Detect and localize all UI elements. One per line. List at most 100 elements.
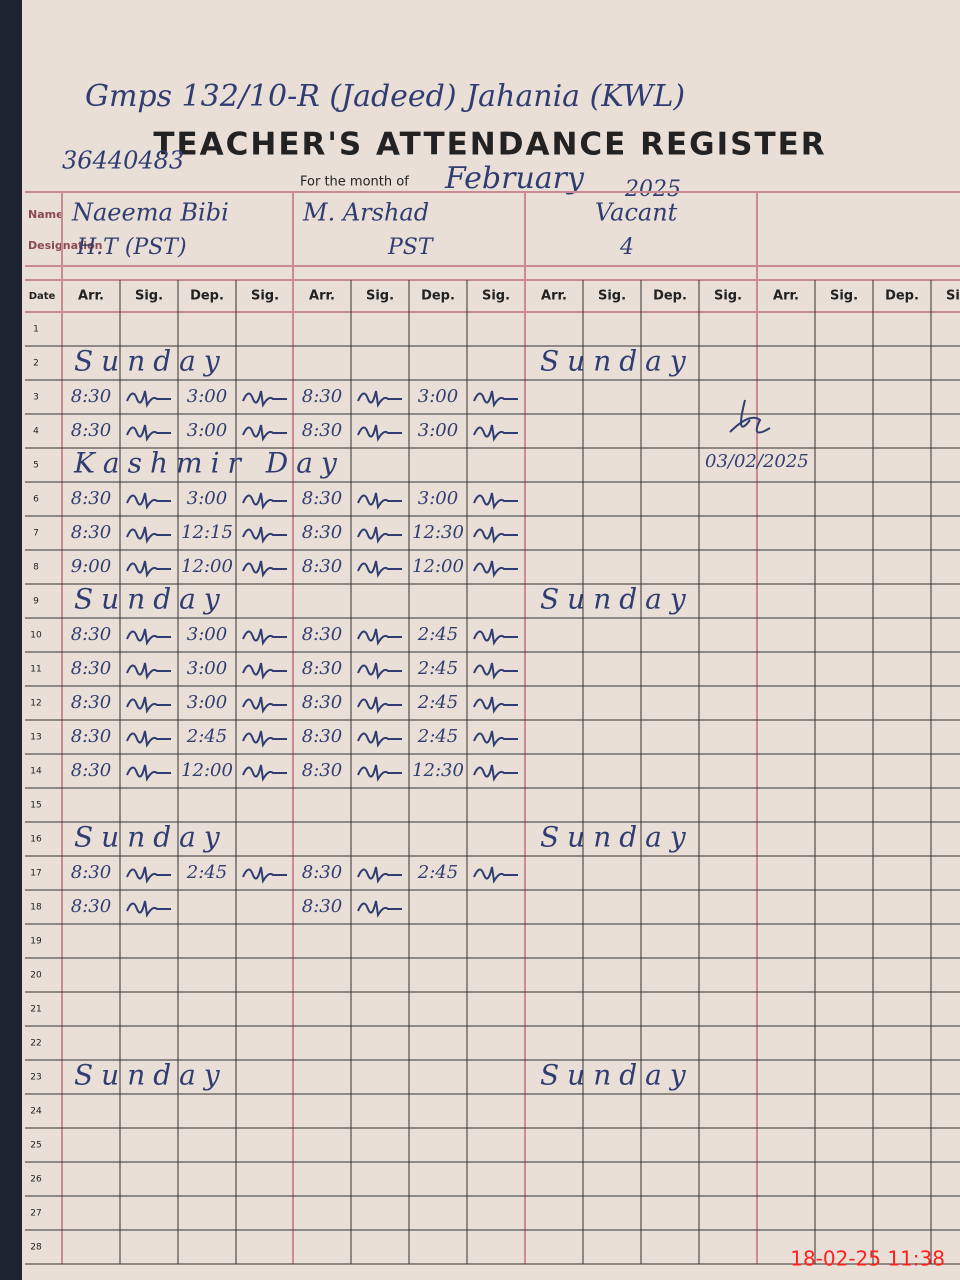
signature	[242, 526, 287, 544]
day-note: Sunday	[74, 1059, 228, 1092]
departure: 2:45	[417, 862, 458, 883]
teacher-designation: H.T (PST)	[76, 235, 187, 260]
date: 28	[30, 1243, 42, 1253]
signature	[473, 696, 518, 714]
signature	[126, 662, 171, 680]
departure: 2:45	[186, 726, 227, 747]
departure: 2:45	[417, 726, 458, 747]
date: 20	[30, 971, 42, 981]
col-header: Dep.	[653, 289, 687, 304]
signature	[473, 866, 518, 884]
date: 17	[30, 869, 41, 879]
departure: 3:00	[418, 420, 458, 441]
signature	[126, 900, 171, 918]
col-header: Dep.	[421, 289, 455, 304]
signature	[473, 560, 518, 578]
teacher-name: Vacant	[595, 199, 678, 227]
arrival: 8:30	[302, 760, 342, 781]
teacher-designation: PST	[387, 235, 435, 260]
signature	[242, 730, 287, 748]
day-note: Kashmir Day	[73, 447, 345, 480]
arrival: 8:30	[71, 896, 111, 917]
date: 18	[30, 903, 42, 913]
date: 7	[33, 529, 39, 539]
signature	[357, 900, 402, 918]
arrival: 8:30	[71, 522, 111, 543]
departure: 3:00	[187, 488, 227, 509]
signature	[357, 492, 402, 510]
signature	[473, 526, 518, 544]
arrival: 8:30	[302, 896, 342, 917]
signature	[126, 696, 171, 714]
signature	[242, 696, 287, 714]
day-note: Sunday	[540, 345, 694, 378]
school-name: Gmps 132/10-R (Jadeed) Jahania (KWL)	[85, 79, 685, 114]
signature	[357, 628, 402, 646]
departure: 3:00	[187, 386, 227, 407]
arrival: 8:30	[302, 522, 342, 543]
teacher-name: M. Arshad	[302, 199, 429, 227]
signature	[357, 526, 402, 544]
arrival: 8:30	[302, 488, 342, 509]
date: 24	[30, 1107, 42, 1117]
signature	[126, 730, 171, 748]
stamp-date: 03/02/2025	[705, 451, 809, 472]
date: 26	[30, 1175, 42, 1185]
arrival: 8:30	[71, 760, 111, 781]
col-header: Sig.	[830, 289, 858, 304]
departure: 2:45	[417, 624, 458, 645]
signature	[357, 696, 402, 714]
col-header: Arr.	[773, 289, 799, 304]
arrival: 8:30	[71, 488, 111, 509]
signature	[473, 730, 518, 748]
signature	[473, 390, 518, 408]
departure: 12:30	[412, 760, 464, 781]
departure: 3:00	[418, 488, 458, 509]
departure: 2:45	[417, 692, 458, 713]
col-header: Arr.	[78, 289, 104, 304]
signature	[242, 390, 287, 408]
signature	[126, 390, 171, 408]
arrival: 8:30	[71, 692, 111, 713]
month-label: For the month of	[300, 175, 409, 190]
day-note: Sunday	[540, 1059, 694, 1092]
col-header: Sig.	[251, 289, 279, 304]
date: 19	[30, 937, 42, 947]
arrival: 8:30	[71, 386, 111, 407]
departure: 3:00	[418, 386, 458, 407]
stamp-signature	[729, 399, 771, 434]
signature	[126, 866, 171, 884]
arrival: 8:30	[71, 420, 111, 441]
col-header: Sig.	[714, 289, 742, 304]
signature	[357, 730, 402, 748]
col-header: Sig.	[366, 289, 394, 304]
arrival: 8:30	[71, 862, 111, 883]
date: 5	[33, 461, 39, 471]
col-header: Sig.	[946, 289, 960, 304]
departure: 12:15	[181, 522, 233, 543]
col-header: Sig.	[598, 289, 626, 304]
signature	[473, 662, 518, 680]
date: 23	[30, 1073, 41, 1083]
day-note: Sunday	[540, 821, 694, 854]
signature	[473, 492, 518, 510]
arrival: 8:30	[302, 420, 342, 441]
signature	[357, 764, 402, 782]
signature	[242, 492, 287, 510]
day-note: Sunday	[74, 821, 228, 854]
departure: 3:00	[187, 420, 227, 441]
departure: 3:00	[187, 624, 227, 645]
date: 6	[33, 495, 39, 505]
designation-label: Designation	[28, 239, 102, 252]
date: 2	[33, 359, 39, 369]
signature	[357, 866, 402, 884]
date: 15	[30, 801, 41, 811]
col-header: Sig.	[482, 289, 510, 304]
date: 3	[33, 393, 39, 403]
register-title: TEACHER'S ATTENDANCE REGISTER	[153, 127, 826, 163]
departure: 12:00	[412, 556, 464, 577]
signature	[126, 492, 171, 510]
date: 12	[30, 699, 41, 709]
col-header: Sig.	[135, 289, 163, 304]
arrival: 8:30	[71, 658, 111, 679]
